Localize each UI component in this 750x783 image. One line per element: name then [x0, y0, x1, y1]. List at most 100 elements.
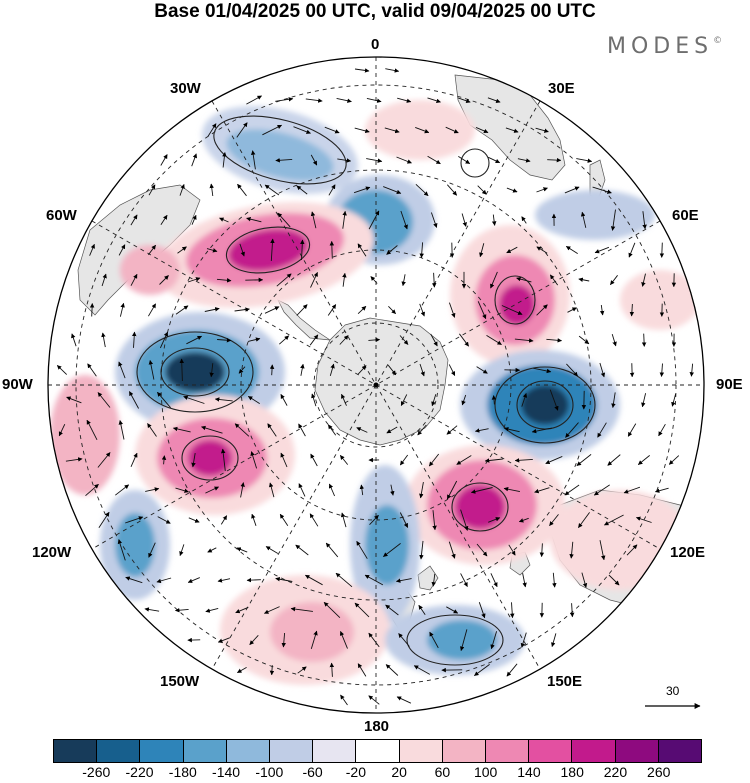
wind-vector [157, 391, 171, 408]
wind-vector [490, 271, 498, 289]
wind-vector [207, 123, 217, 137]
wind-vector [265, 546, 279, 554]
wind-vector [430, 333, 438, 347]
wind-vector [310, 154, 318, 166]
wind-vector [535, 127, 549, 133]
wind-vector [263, 606, 280, 614]
wind-vector [209, 183, 214, 197]
wind-vector [479, 243, 485, 258]
wind-vector [144, 607, 160, 612]
wind-vector [327, 304, 337, 316]
wind-vector [578, 277, 590, 282]
wind-vector [576, 454, 592, 466]
wind-vector [626, 544, 638, 556]
wind-vector [428, 453, 440, 467]
wind-vector [357, 365, 367, 375]
colorbar-segment [356, 740, 400, 762]
wind-vector [448, 364, 456, 377]
wind-vector [431, 394, 437, 407]
wind-vector [599, 304, 605, 316]
wind-vector [275, 97, 294, 102]
wind-vector [446, 184, 458, 196]
wind-vector [545, 455, 563, 465]
wind-vector [323, 601, 341, 619]
wind-vector [386, 426, 398, 434]
wind-vector [293, 126, 311, 134]
wind-vector [130, 452, 138, 467]
wind-vector [179, 183, 185, 196]
wind-vector [506, 663, 518, 677]
wind-vector [565, 422, 579, 438]
wind-vector [300, 363, 305, 376]
anomaly-strong-negative [521, 385, 569, 425]
wind-vector [415, 126, 430, 134]
lon-label-90e: 90E [716, 376, 743, 393]
wind-vector [276, 273, 292, 287]
wind-vector [689, 363, 695, 377]
wind-vector [305, 98, 323, 103]
wind-vector [599, 362, 606, 378]
wind-vector [356, 427, 368, 433]
wind-vector [206, 248, 218, 253]
wind-vector [339, 455, 349, 465]
wind-vector [594, 246, 610, 254]
wind-vector [247, 396, 260, 404]
colorbar-tick-label: -180 [168, 764, 197, 780]
wind-vector [580, 211, 587, 228]
wind-vector [521, 216, 527, 224]
colorbar-segment [442, 740, 487, 762]
wind-vector [328, 184, 336, 196]
colorbar-segment [270, 740, 314, 762]
wind-vector [89, 303, 95, 317]
wind-vector [129, 391, 139, 409]
colorbar-tick-label: 260 [647, 764, 671, 780]
wind-vector [385, 68, 400, 73]
wind-vector [671, 393, 677, 407]
colorbar-tick-label: 220 [603, 764, 628, 780]
wind-vector [399, 335, 409, 345]
wind-vector [517, 158, 531, 163]
wind-vector [172, 426, 191, 433]
colorbar-tick-label: -140 [212, 764, 241, 780]
wind-vector [101, 273, 107, 287]
wind-vector [397, 97, 412, 103]
wind-vector [659, 242, 665, 258]
wind-vector [270, 238, 275, 262]
wind-vector [277, 212, 291, 228]
wind-vector [342, 272, 347, 287]
colorbar-tick-label: 20 [391, 764, 407, 780]
wind-vector [298, 423, 306, 437]
wind-vector [668, 455, 680, 465]
wind-vector [566, 363, 578, 377]
wind-vector [130, 273, 138, 286]
wind-vector [298, 483, 306, 497]
wind-vector [536, 246, 548, 254]
wind-vector [187, 577, 200, 583]
wind-vector [279, 513, 289, 527]
wind-vector [604, 514, 624, 526]
wind-vector [516, 276, 532, 283]
wind-vector [177, 246, 187, 254]
wind-vector [148, 244, 156, 256]
wind-vector [534, 487, 550, 494]
wind-vector [477, 185, 487, 195]
wind-vector [340, 694, 348, 706]
wind-vector [125, 516, 144, 524]
wind-vector [419, 303, 425, 317]
wind-vector [491, 214, 497, 226]
wind-vector [514, 338, 534, 343]
wind-vector [325, 542, 339, 558]
colorbar-segment [313, 740, 357, 762]
lon-label-30e: 30E [548, 80, 575, 97]
wind-vector [329, 240, 335, 259]
wind-vector [354, 127, 370, 134]
colorbar-tick-label: 60 [434, 764, 451, 780]
wind-vector [369, 514, 379, 526]
wind-vector [470, 487, 493, 494]
wind-vector [357, 663, 367, 677]
anomaly-weak-positive [50, 375, 120, 495]
wind-vector [237, 183, 247, 197]
lon-label-180: 180 [364, 718, 390, 735]
wind-vector [336, 97, 352, 103]
wind-vector [118, 420, 125, 440]
